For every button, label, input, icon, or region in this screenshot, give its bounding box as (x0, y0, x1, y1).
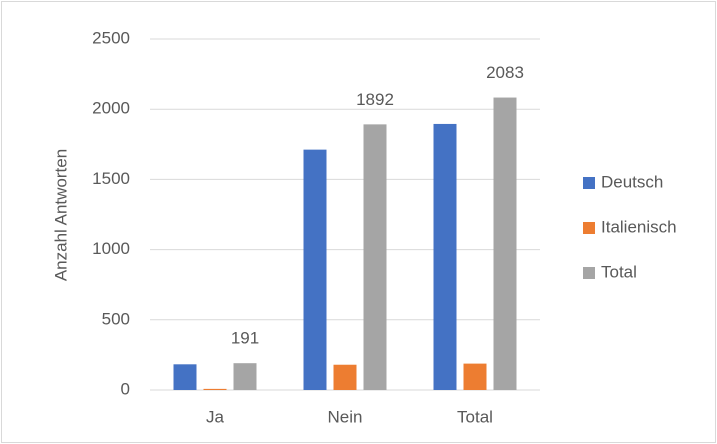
data-label: 191 (231, 329, 259, 348)
bar (363, 124, 387, 391)
y-axis-label: Anzahl Antworten (51, 149, 70, 281)
bar (333, 364, 357, 390)
x-tick-label: Nein (328, 407, 363, 426)
bar (463, 363, 487, 390)
legend-swatch (583, 177, 595, 189)
bar (433, 123, 457, 390)
legend-swatch (583, 267, 595, 279)
legend-label: Italienisch (601, 217, 677, 236)
legend-swatch (583, 222, 595, 234)
y-tick-label: 1000 (92, 239, 130, 258)
bar (493, 97, 517, 390)
bar (303, 149, 327, 390)
y-tick-label: 500 (102, 309, 130, 328)
y-tick-label: 2500 (92, 28, 130, 47)
x-tick-label: Total (457, 407, 493, 426)
y-tick-label: 2000 (92, 99, 130, 118)
bar (173, 364, 197, 390)
data-label: 2083 (486, 63, 524, 82)
data-label: 1892 (356, 90, 394, 109)
legend-label: Deutsch (601, 172, 663, 191)
bar (203, 388, 227, 390)
y-tick-label: 1500 (92, 169, 130, 188)
legend-label: Total (601, 262, 637, 281)
bar (233, 363, 257, 390)
x-tick-label: Ja (206, 407, 225, 426)
y-tick-label: 0 (121, 379, 130, 398)
